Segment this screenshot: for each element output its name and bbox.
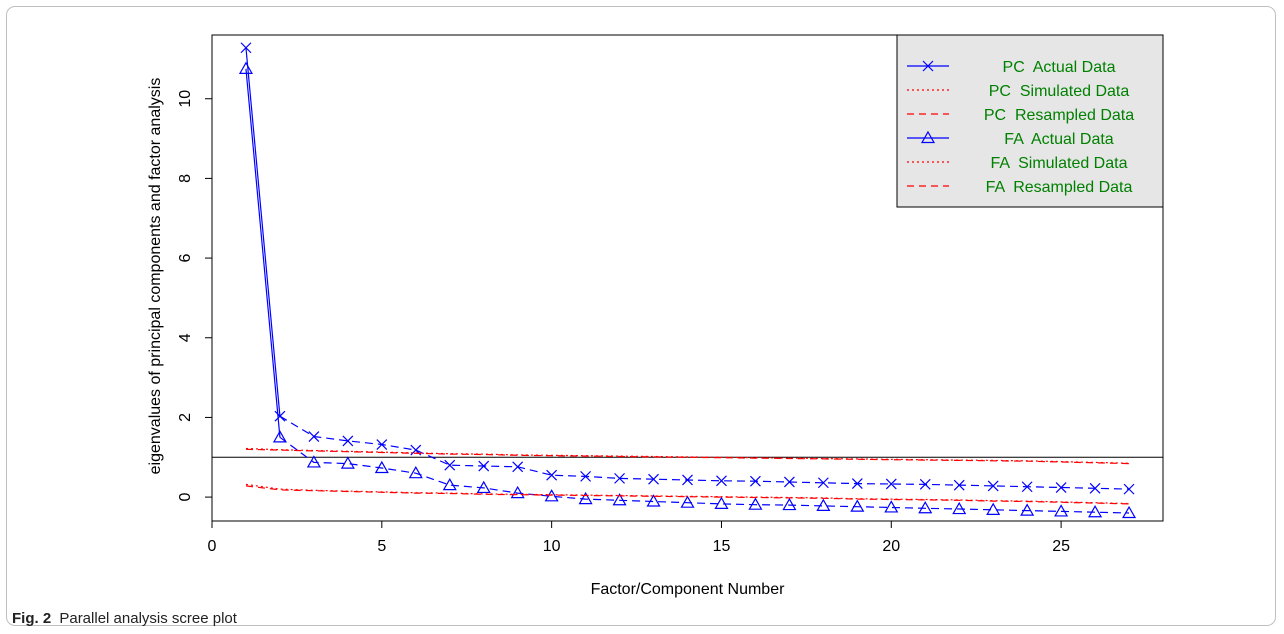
series-line-segment — [245, 47, 281, 417]
y-tick-label: 6 — [177, 254, 194, 263]
data-point-triangle-marker — [1020, 503, 1035, 516]
data-point-x-marker — [648, 473, 659, 485]
data-point-x-marker — [1021, 481, 1033, 493]
data-point-x-marker — [817, 477, 829, 489]
data-point-triangle-marker — [612, 493, 627, 506]
data-point-x-marker — [851, 478, 863, 489]
legend-label: FA Actual Data — [1004, 131, 1114, 148]
y-axis-title: eigenvalues of principal components and … — [147, 78, 164, 475]
series-line — [245, 485, 1130, 505]
data-point-triangle-marker — [748, 497, 763, 510]
data-point-triangle-marker — [306, 455, 321, 468]
data-point-x-marker — [342, 435, 354, 447]
legend-x-marker — [922, 60, 934, 72]
x-tick-label: 25 — [1052, 538, 1070, 555]
series-line — [245, 448, 1130, 465]
data-point-triangle-marker — [510, 485, 525, 499]
data-point-triangle-marker — [1054, 504, 1069, 517]
legend-box — [896, 34, 1164, 208]
figure-caption-label: Fig. 2 — [12, 610, 52, 627]
y-tick-label: 4 — [177, 333, 194, 342]
figure-caption-text: Parallel analysis scree plot — [59, 610, 237, 627]
data-point-x-marker — [1055, 482, 1067, 493]
data-point-x-marker — [274, 410, 286, 422]
legend-label: PC Simulated Data — [989, 83, 1130, 100]
data-point-triangle-marker — [952, 501, 967, 515]
data-point-x-marker — [987, 480, 999, 492]
series-line — [279, 436, 1130, 514]
data-point-triangle-marker — [986, 502, 1001, 515]
x-tick-label: 20 — [882, 538, 900, 555]
plot-data-layer — [212, 42, 1163, 519]
data-point-triangle-marker — [884, 500, 899, 513]
data-point-triangle-marker — [1088, 505, 1103, 518]
legend-label: FA Simulated Data — [991, 155, 1128, 172]
figure-frame — [6, 6, 1276, 626]
data-point-x-marker — [478, 460, 490, 472]
data-point-x-marker — [240, 42, 252, 54]
data-point-triangle-marker — [476, 480, 491, 494]
data-point-x-marker — [580, 470, 592, 482]
x-tick-label: 0 — [208, 538, 217, 555]
data-point-x-marker — [682, 474, 693, 486]
y-tick-label: 8 — [177, 174, 194, 183]
data-point-triangle-marker — [1122, 505, 1137, 519]
data-point-x-marker — [716, 475, 727, 487]
legend-label: PC Resampled Data — [984, 107, 1134, 124]
data-point-x-marker — [444, 459, 456, 471]
data-point-triangle-marker — [340, 456, 355, 469]
data-point-triangle-marker — [918, 501, 933, 514]
data-point-triangle-marker — [850, 499, 865, 512]
data-point-triangle-marker — [714, 496, 729, 509]
data-point-triangle-marker — [578, 491, 593, 505]
plot-area — [211, 34, 1164, 522]
data-point-x-marker — [1123, 483, 1135, 495]
data-point-triangle-marker — [408, 465, 423, 479]
data-point-triangle-marker — [782, 497, 797, 511]
data-point-triangle-marker — [680, 495, 695, 508]
data-point-triangle-marker — [374, 460, 389, 474]
data-point-x-marker — [750, 475, 761, 487]
x-tick-label: 5 — [377, 538, 386, 555]
x-tick-label: 15 — [713, 538, 731, 555]
data-point-x-marker — [614, 472, 625, 484]
data-point-x-marker — [308, 431, 320, 442]
y-tick-label: 0 — [177, 493, 194, 502]
y-tick-label: 10 — [177, 90, 194, 108]
x-tick-label: 10 — [543, 538, 561, 555]
data-point-x-marker — [919, 478, 931, 490]
data-point-triangle-marker — [238, 61, 253, 74]
data-point-triangle-marker — [646, 494, 661, 507]
data-point-x-marker — [512, 461, 524, 473]
data-point-x-marker — [783, 476, 795, 488]
series-line-segment — [245, 68, 281, 438]
figure-caption: Fig. 2 Parallel analysis scree plot — [12, 610, 237, 627]
data-point-triangle-marker — [272, 430, 287, 443]
data-point-triangle-marker — [816, 498, 831, 511]
legend-triangle-marker — [920, 130, 936, 144]
x-axis-title: Factor/Component Number — [591, 581, 786, 598]
data-point-x-marker — [885, 478, 897, 490]
data-point-x-marker — [953, 479, 965, 491]
data-point-x-marker — [376, 439, 388, 450]
legend-label: PC Actual Data — [1003, 59, 1116, 76]
y-tick-label: 2 — [177, 413, 194, 422]
data-point-x-marker — [546, 469, 558, 481]
data-point-x-marker — [1089, 482, 1101, 494]
data-point-triangle-marker — [442, 477, 457, 491]
legend-label: FA Resampled Data — [986, 179, 1133, 196]
